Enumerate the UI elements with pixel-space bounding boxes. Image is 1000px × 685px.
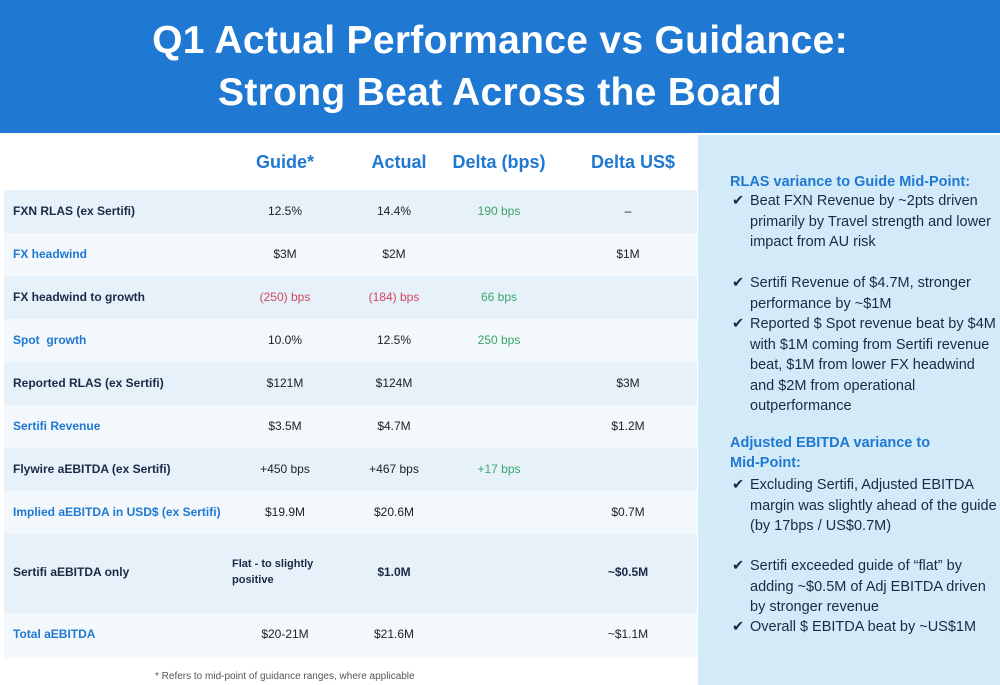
bullet-text: Sertifi exceeded guide of “flat” by addi… xyxy=(750,558,986,615)
commentary-panel: RLAS variance to Guide Mid-Point: ✔ Beat… xyxy=(698,135,1000,685)
table-row: Total aEBITDA $20-21M $21.6M ~$1.1M xyxy=(4,613,697,658)
checkmark-icon: ✔ xyxy=(732,316,745,332)
row-label: Implied aEBITDA in USD$ (ex Sertifi) xyxy=(13,505,221,519)
row-label: FXN RLAS (ex Sertifi) xyxy=(13,204,136,218)
actual-value: $21.6M xyxy=(373,627,415,641)
actual-value: $4.7M xyxy=(377,419,411,433)
checkmark-icon: ✔ xyxy=(732,275,745,291)
table-row: FX headwind $3M $2M $1M xyxy=(4,233,697,276)
delta-bps-value: 66 bps xyxy=(480,290,518,304)
row-label: Spot growth xyxy=(13,333,87,347)
row-label: FX headwind to growth xyxy=(13,290,145,304)
guide-value: +450 bps xyxy=(260,462,310,476)
table-row: Spot growth 10.0% 12.5% 250 bps xyxy=(4,319,697,362)
delta-usd-value: $1.2M xyxy=(611,419,645,433)
delta-usd-value: ~$0.5M xyxy=(607,565,649,579)
row-label: Flywire aEBITDA (ex Sertifi) xyxy=(13,462,171,476)
checkmark-icon: ✔ xyxy=(732,477,745,493)
column-header-delta-bps: Delta (bps) xyxy=(452,152,546,172)
guide-value: $121M xyxy=(266,376,304,390)
table-row: Sertifi Revenue $3.5M $4.7M $1.2M xyxy=(4,405,697,448)
slide-header: Q1 Actual Performance vs Guidance: Stron… xyxy=(0,0,1000,133)
guide-value: (250) bps xyxy=(259,290,311,304)
actual-value: 12.5% xyxy=(376,333,412,347)
delta-bps-value: 250 bps xyxy=(477,333,521,347)
bullet-text: Beat FXN Revenue by ~2pts driven primari… xyxy=(750,193,991,250)
column-header-guide: Guide* xyxy=(255,152,314,172)
row-label: FX headwind xyxy=(13,247,88,261)
ebitda-section-title-line-1: Adjusted EBITDA variance to xyxy=(730,435,931,451)
actual-value: (184) bps xyxy=(368,290,420,304)
actual-value: $20.6M xyxy=(373,505,415,519)
guide-value-line-2: positive xyxy=(232,574,274,586)
row-label: Reported RLAS (ex Sertifi) xyxy=(13,376,164,390)
table-row: Reported RLAS (ex Sertifi) $121M $124M $… xyxy=(4,362,697,405)
delta-usd-value: – xyxy=(624,204,632,218)
slide-title-line-2: Strong Beat Across the Board xyxy=(218,70,782,114)
guide-value: 12.5% xyxy=(267,204,303,218)
delta-usd-value: $0.7M xyxy=(611,505,645,519)
delta-usd-value: ~$1.1M xyxy=(607,627,649,641)
ebitda-section-title: Adjusted EBITDA variance to Mid-Point: xyxy=(730,433,930,473)
table-header-row: Guide* Actual Delta (bps) Delta US$ xyxy=(4,138,697,190)
guide-value: 10.0% xyxy=(267,333,303,347)
bullet-text: Excluding Sertifi, Adjusted EBITDA margi… xyxy=(750,477,997,534)
table-row: FX headwind to growth (250) bps (184) bp… xyxy=(4,276,697,319)
actual-value: 14.4% xyxy=(376,204,412,218)
row-label: Sertifi aEBITDA only xyxy=(13,565,130,579)
slide-title-line-1: Q1 Actual Performance vs Guidance: xyxy=(152,18,848,62)
guide-value: $20-21M xyxy=(261,627,309,641)
guide-value-line-1: Flat - to slightly xyxy=(232,558,314,570)
checkmark-icon: ✔ xyxy=(732,558,745,574)
guide-value: $3.5M xyxy=(268,419,302,433)
bullet-text: Sertifi Revenue of $4.7M, stronger perfo… xyxy=(750,275,971,312)
actual-value: $124M xyxy=(375,376,413,390)
guidance-table: Guide* Actual Delta (bps) Delta US$ FXN … xyxy=(4,138,697,658)
actual-value: $1.0M xyxy=(377,565,411,579)
column-header-actual: Actual xyxy=(371,152,427,172)
delta-bps-value: +17 bps xyxy=(477,462,521,476)
footnote: * Refers to mid-point of guidance ranges… xyxy=(155,671,415,682)
checkmark-icon: ✔ xyxy=(732,619,745,635)
table-row: Sertifi aEBITDA only Flat - to slightly … xyxy=(4,534,697,613)
guide-value: $3M xyxy=(273,247,297,261)
row-label: Sertifi Revenue xyxy=(13,419,101,433)
table-row: Implied aEBITDA in USD$ (ex Sertifi) $19… xyxy=(4,491,697,534)
guide-value: Flat - to slightly positive xyxy=(232,556,342,588)
delta-usd-value: $1M xyxy=(616,247,640,261)
checkmark-icon: ✔ xyxy=(732,193,745,209)
delta-usd-value: $3M xyxy=(616,376,640,390)
bullet-text: Reported $ Spot revenue beat by $4M with… xyxy=(750,316,996,414)
actual-value: +467 bps xyxy=(369,462,419,476)
delta-bps-value: 190 bps xyxy=(477,204,521,218)
row-label: Total aEBITDA xyxy=(13,627,96,641)
ebitda-section-title-line-2: Mid-Point: xyxy=(730,455,801,471)
guide-value: $19.9M xyxy=(264,505,306,519)
table-row: Flywire aEBITDA (ex Sertifi) +450 bps +4… xyxy=(4,448,697,491)
table-row: FXN RLAS (ex Sertifi) 12.5% 14.4% 190 bp… xyxy=(4,190,697,233)
bullet-text: Overall $ EBITDA beat by ~US$1M xyxy=(750,619,977,635)
rlas-section-title: RLAS variance to Guide Mid-Point: xyxy=(730,174,971,190)
actual-value: $2M xyxy=(382,247,406,261)
column-header-delta-usd: Delta US$ xyxy=(590,152,676,172)
